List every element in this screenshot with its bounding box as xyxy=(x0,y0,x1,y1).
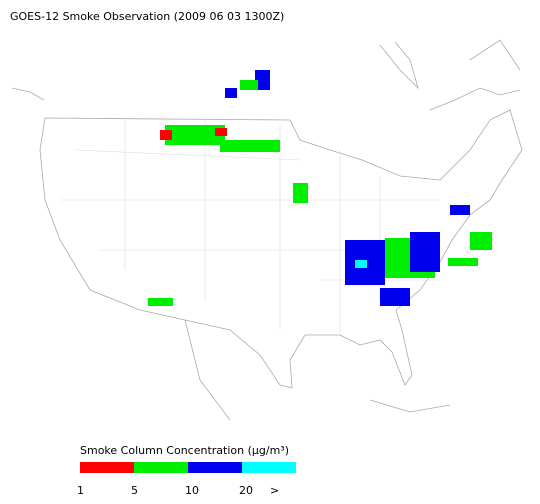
smoke-patch xyxy=(220,140,280,152)
smoke-patch xyxy=(450,205,470,215)
smoke-patch xyxy=(225,88,237,98)
smoke-patch xyxy=(410,232,440,272)
basemap xyxy=(11,39,523,421)
legend-swatch xyxy=(80,462,134,473)
legend-swatch xyxy=(134,462,188,473)
smoke-patch xyxy=(380,288,410,306)
legend-label: 10 xyxy=(185,484,199,497)
smoke-patch xyxy=(355,260,367,268)
mexico-coast xyxy=(184,319,451,421)
smoke-patch xyxy=(448,258,478,266)
us-outline xyxy=(39,109,523,389)
smoke-patch xyxy=(165,125,225,145)
smoke-patch xyxy=(293,183,308,203)
smoke-patch xyxy=(255,70,270,90)
legend-swatch xyxy=(242,462,296,473)
map-title: GOES-12 Smoke Observation (2009 06 03 13… xyxy=(10,10,284,23)
smoke-patch xyxy=(470,232,492,250)
legend-label: > xyxy=(270,484,279,497)
canada-coast xyxy=(11,39,521,111)
smoke-patch xyxy=(160,130,172,140)
smoke-plumes xyxy=(148,70,492,306)
state-lines xyxy=(60,118,440,335)
legend-label: 1 xyxy=(77,484,84,497)
smoke-patch xyxy=(148,298,173,306)
legend-title: Smoke Column Concentration (μg/m³) xyxy=(80,444,289,457)
legend-label: 20 xyxy=(239,484,253,497)
legend-swatch xyxy=(188,462,242,473)
legend-label: 5 xyxy=(131,484,138,497)
smoke-patch xyxy=(215,128,227,136)
smoke-patch xyxy=(240,80,258,90)
